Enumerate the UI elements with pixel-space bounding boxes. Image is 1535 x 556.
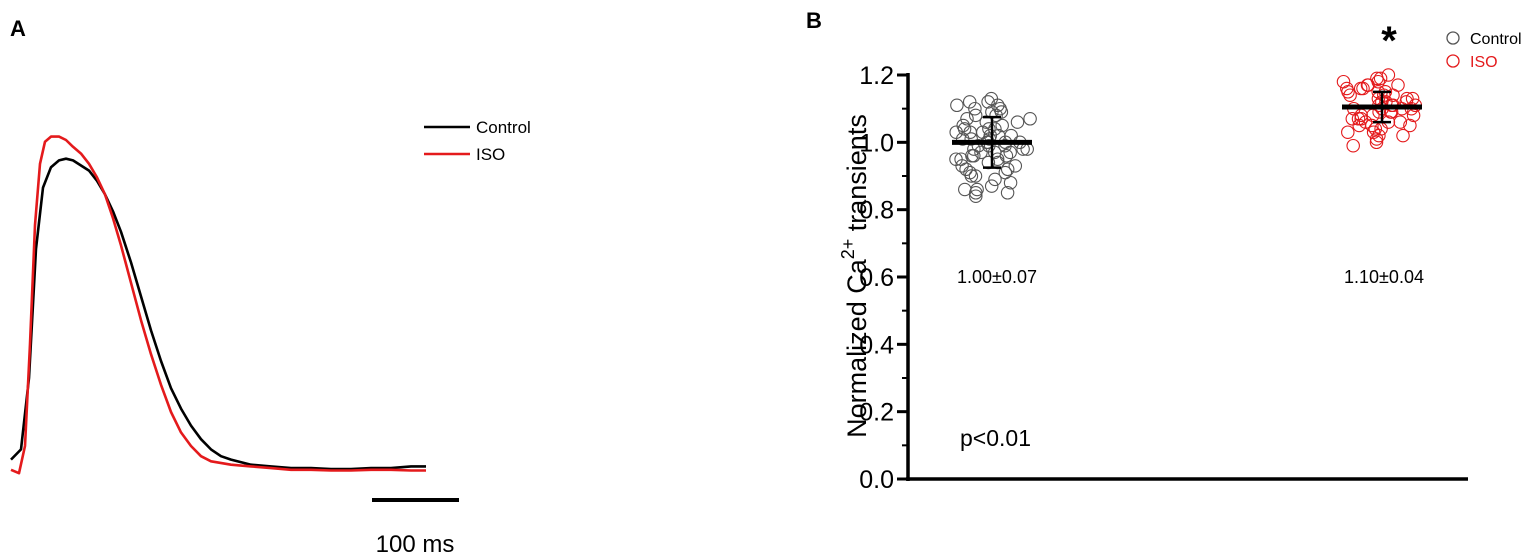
data-point-iso xyxy=(1341,125,1355,139)
scale-bar: 100 ms xyxy=(372,498,459,556)
data-point-control xyxy=(982,122,996,136)
trace-iso xyxy=(10,135,426,475)
data-point-iso xyxy=(1360,78,1375,92)
data-point-control xyxy=(989,108,1003,123)
data-point-iso xyxy=(1351,112,1366,126)
y-axis-title-superscript: 2+ xyxy=(838,239,858,260)
data-point-control xyxy=(964,132,978,146)
summary-iso: 1.10±0.04 xyxy=(1344,267,1424,287)
data-point-control xyxy=(963,125,977,139)
data-point-control xyxy=(969,189,983,203)
data-point-control xyxy=(988,172,1002,187)
trace-control xyxy=(10,157,426,471)
data-point-control xyxy=(1000,186,1015,200)
data-point-iso xyxy=(1356,81,1370,96)
data-point-control xyxy=(981,95,995,109)
y-tick-label: 1.2 xyxy=(859,62,894,90)
y-tick-label: 0.4 xyxy=(859,331,894,359)
data-point-control xyxy=(1008,159,1023,173)
data-point-control xyxy=(974,145,988,160)
data-point-control xyxy=(1010,115,1025,129)
data-point-control xyxy=(955,132,970,146)
data-point-iso xyxy=(1341,85,1355,99)
panel-b-legend: Control ISO xyxy=(1446,31,1522,71)
panel-b: B Normalized Ca2+ transients 0.00.20.40.… xyxy=(806,8,1522,494)
data-point-control xyxy=(969,186,983,200)
data-point-control xyxy=(1003,145,1017,160)
data-point-control xyxy=(955,159,969,173)
data-point-iso xyxy=(1396,128,1410,143)
y-axis-title-end: transients xyxy=(842,114,872,239)
panel-b-label: B xyxy=(806,8,822,33)
y-tick-label: 0.0 xyxy=(859,466,894,494)
data-point-iso xyxy=(1343,88,1357,102)
data-point-iso xyxy=(1369,132,1384,146)
y-tick-label: 0.2 xyxy=(859,399,894,427)
legend-control-marker xyxy=(1446,31,1460,45)
svg-text:Normalized Ca2+ transients: Normalized Ca2+ transients xyxy=(838,114,872,438)
y-tick-label: 0.6 xyxy=(859,264,894,292)
data-point-control xyxy=(1000,162,1015,177)
legend-iso-label: ISO xyxy=(1470,54,1498,71)
data-point-control xyxy=(984,91,999,106)
y-axis-title-main: Normalized Ca xyxy=(842,258,872,438)
significance-asterisk: * xyxy=(1381,19,1397,63)
legend-control-label: Control xyxy=(1470,31,1522,48)
data-point-iso xyxy=(1352,118,1366,133)
legend-iso-label: ISO xyxy=(476,145,505,164)
data-point-control xyxy=(960,112,974,126)
legend-iso-marker xyxy=(1446,54,1460,68)
y-tick-label: 1.0 xyxy=(859,129,894,157)
y-axis-ticks: 0.0 0.2 0.4 0.6 0.8 1.0 1.2 xyxy=(859,62,908,494)
p-value: p<0.01 xyxy=(960,425,1031,451)
data-point-iso xyxy=(1403,118,1417,133)
data-point-control xyxy=(968,101,982,116)
panel-a-traces xyxy=(10,135,426,475)
data-point-iso xyxy=(1372,128,1386,143)
panel-a-legend: Control ISO xyxy=(424,118,531,164)
panel-a-label: A xyxy=(10,16,26,41)
data-point-control xyxy=(968,169,983,183)
data-point-control xyxy=(968,108,983,123)
data-point-control xyxy=(959,162,973,177)
data-point-iso xyxy=(1386,88,1400,102)
scale-bar-label: 100 ms xyxy=(376,531,455,556)
panel-a: A Control ISO 100 ms xyxy=(10,16,531,556)
legend-control-label: Control xyxy=(476,118,531,137)
scatter-points xyxy=(949,68,1423,203)
data-point-control xyxy=(964,169,979,183)
mean-sd-bars xyxy=(952,90,1422,169)
data-point-iso xyxy=(1373,71,1388,86)
data-point-control xyxy=(950,98,964,113)
data-point-control xyxy=(1003,175,1018,190)
data-point-control xyxy=(1023,112,1037,126)
data-point-control xyxy=(962,95,977,109)
data-point-control xyxy=(999,149,1014,163)
data-point-control xyxy=(949,125,963,139)
y-tick-label: 0.8 xyxy=(859,197,894,225)
data-point-iso xyxy=(1346,138,1360,153)
data-point-iso xyxy=(1393,115,1408,129)
data-point-control xyxy=(984,179,999,193)
data-point-iso xyxy=(1371,74,1385,89)
y-axis-title: Normalized Ca2+ transients xyxy=(838,114,872,438)
summary-control: 1.00±0.07 xyxy=(957,267,1037,287)
data-point-iso xyxy=(1358,115,1373,129)
data-point-control xyxy=(995,118,1009,133)
data-point-iso xyxy=(1354,112,1368,126)
data-point-control xyxy=(998,138,1012,153)
data-point-iso xyxy=(1369,135,1384,150)
